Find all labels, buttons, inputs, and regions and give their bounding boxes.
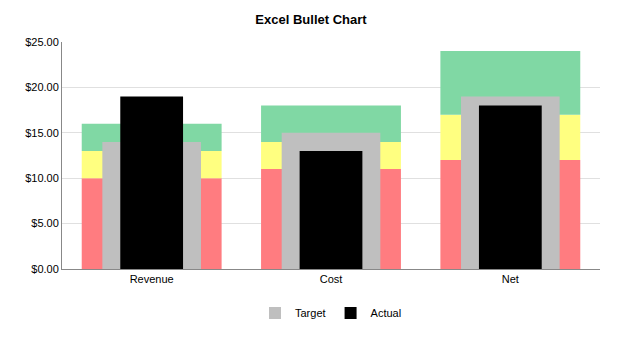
svg-text:$10.00: $10.00 bbox=[25, 172, 59, 184]
svg-text:Revenue: Revenue bbox=[130, 273, 174, 285]
svg-text:Cost: Cost bbox=[320, 273, 343, 285]
svg-text:$25.00: $25.00 bbox=[25, 36, 59, 48]
svg-text:Actual: Actual bbox=[371, 307, 402, 319]
svg-text:$5.00: $5.00 bbox=[31, 217, 59, 229]
svg-text:$20.00: $20.00 bbox=[25, 81, 59, 93]
svg-text:Target: Target bbox=[295, 307, 326, 319]
svg-text:$0.00: $0.00 bbox=[31, 263, 59, 275]
svg-text:$15.00: $15.00 bbox=[25, 127, 59, 139]
svg-text:Net: Net bbox=[502, 273, 519, 285]
svg-text:Excel Bullet Chart: Excel Bullet Chart bbox=[255, 12, 367, 27]
